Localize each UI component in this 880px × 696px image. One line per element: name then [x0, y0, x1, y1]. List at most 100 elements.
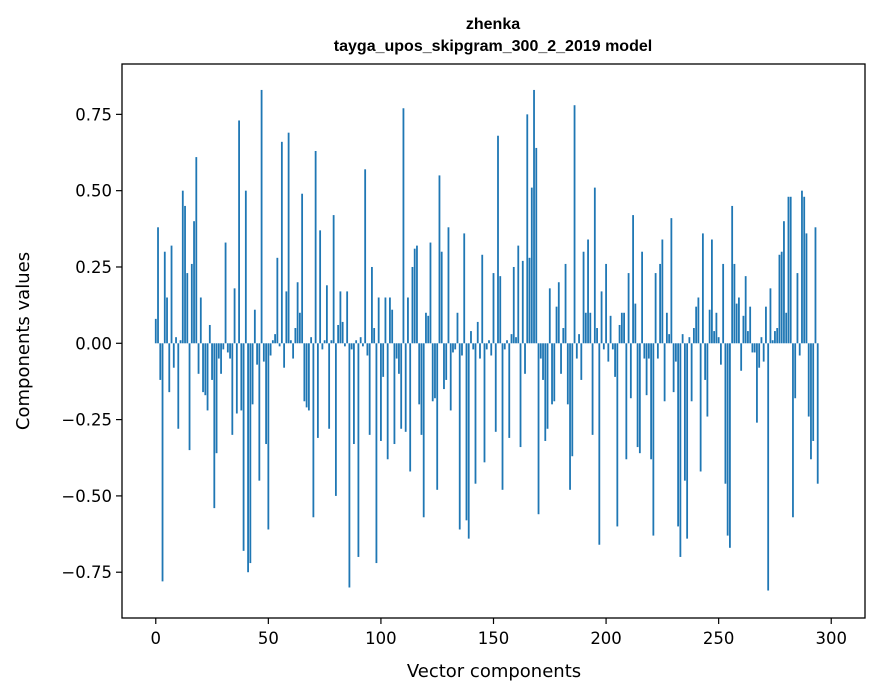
- bar-187: [575, 343, 578, 359]
- bar-58: [285, 291, 288, 344]
- bar-27: [215, 343, 218, 454]
- bar-56: [280, 141, 283, 344]
- bar-289: [805, 233, 808, 344]
- bar-54: [276, 257, 279, 344]
- bar-196: [596, 328, 598, 344]
- bar-197: [598, 343, 601, 545]
- bar-142: [474, 343, 477, 484]
- bar-217: [643, 343, 646, 359]
- bar-171: [539, 343, 542, 359]
- bar-136: [461, 343, 463, 356]
- bar-168: [533, 89, 535, 344]
- bar-128: [443, 343, 445, 390]
- bar-117: [418, 343, 421, 405]
- bar-29: [220, 343, 222, 374]
- bar-160: [515, 337, 517, 344]
- bar-123: [431, 343, 434, 402]
- x-tick-label: 300: [815, 629, 847, 648]
- bar-285: [796, 273, 799, 344]
- bar-107: [395, 343, 398, 359]
- bar-177: [553, 343, 556, 402]
- bar-105: [391, 309, 394, 344]
- bar-25: [211, 343, 213, 380]
- bar-204: [614, 343, 616, 377]
- bar-51: [269, 343, 272, 356]
- bar-273: [769, 288, 772, 344]
- bar-218: [645, 343, 648, 396]
- bar-57: [283, 343, 286, 368]
- bar-40: [244, 190, 247, 344]
- bar-235: [683, 343, 686, 481]
- bar-225: [661, 239, 664, 344]
- bar-143: [476, 321, 479, 344]
- bar-190: [582, 251, 585, 344]
- bar-30: [222, 343, 225, 350]
- bar-103: [386, 343, 389, 460]
- bar-36: [235, 343, 238, 414]
- bar-232: [677, 343, 680, 527]
- bar-41: [247, 343, 249, 573]
- x-axis-ticks: 0 50 100 150 200 250 300: [151, 618, 847, 648]
- bar-118: [420, 343, 423, 435]
- bar-287: [801, 190, 803, 344]
- bar-167: [530, 187, 533, 344]
- bar-13: [184, 205, 186, 344]
- bar-49: [265, 343, 267, 445]
- bar-99: [377, 297, 380, 344]
- bar-90: [357, 343, 360, 557]
- bar-207: [620, 312, 623, 344]
- bar-59: [287, 132, 290, 344]
- bar-230: [672, 343, 675, 393]
- bar-256: [731, 205, 734, 344]
- bar-4: [163, 251, 166, 344]
- bar-96: [371, 266, 373, 344]
- bar-195: [593, 187, 596, 344]
- x-tick-label: 150: [478, 629, 510, 648]
- bar-251: [720, 343, 722, 365]
- bar-185: [571, 343, 574, 457]
- bar-257: [733, 263, 736, 344]
- bar-71: [314, 150, 317, 344]
- bar-72: [316, 343, 319, 438]
- bar-93: [364, 169, 367, 344]
- bar-37: [238, 120, 240, 344]
- chart-title: zhenka: [466, 16, 520, 33]
- bar-144: [479, 343, 481, 359]
- bar-281: [787, 196, 790, 344]
- bar-73: [319, 230, 322, 344]
- bar-16: [190, 263, 193, 344]
- bar-120: [425, 312, 427, 344]
- bar-82: [339, 291, 342, 344]
- bar-122: [429, 242, 432, 344]
- x-tick-label: 100: [365, 629, 397, 648]
- bar-62: [294, 328, 297, 344]
- bar-188: [578, 334, 580, 344]
- bar-210: [627, 273, 630, 344]
- bar-140: [470, 331, 472, 344]
- y-tick-label: 0.50: [75, 182, 112, 201]
- bar-39: [242, 343, 245, 551]
- bar-241: [697, 297, 700, 344]
- bar-216: [641, 251, 643, 344]
- bar-130: [447, 227, 450, 344]
- bar-0: [154, 318, 157, 344]
- bar-292: [812, 343, 815, 441]
- bar-278: [780, 251, 783, 344]
- bar-158: [510, 334, 513, 344]
- bar-67: [305, 343, 308, 408]
- bar-126: [438, 175, 441, 344]
- bar-263: [747, 331, 749, 344]
- bar-2: [159, 343, 162, 380]
- bar-269: [760, 337, 763, 344]
- bar-91: [359, 337, 362, 344]
- bar-270: [762, 343, 765, 362]
- bar-161: [517, 245, 520, 344]
- bar-146: [483, 343, 486, 463]
- bar-173: [544, 343, 547, 441]
- bar-124: [434, 343, 436, 399]
- bar-243: [701, 233, 704, 344]
- bar-245: [706, 343, 709, 417]
- bar-265: [751, 343, 754, 353]
- bar-206: [618, 324, 621, 344]
